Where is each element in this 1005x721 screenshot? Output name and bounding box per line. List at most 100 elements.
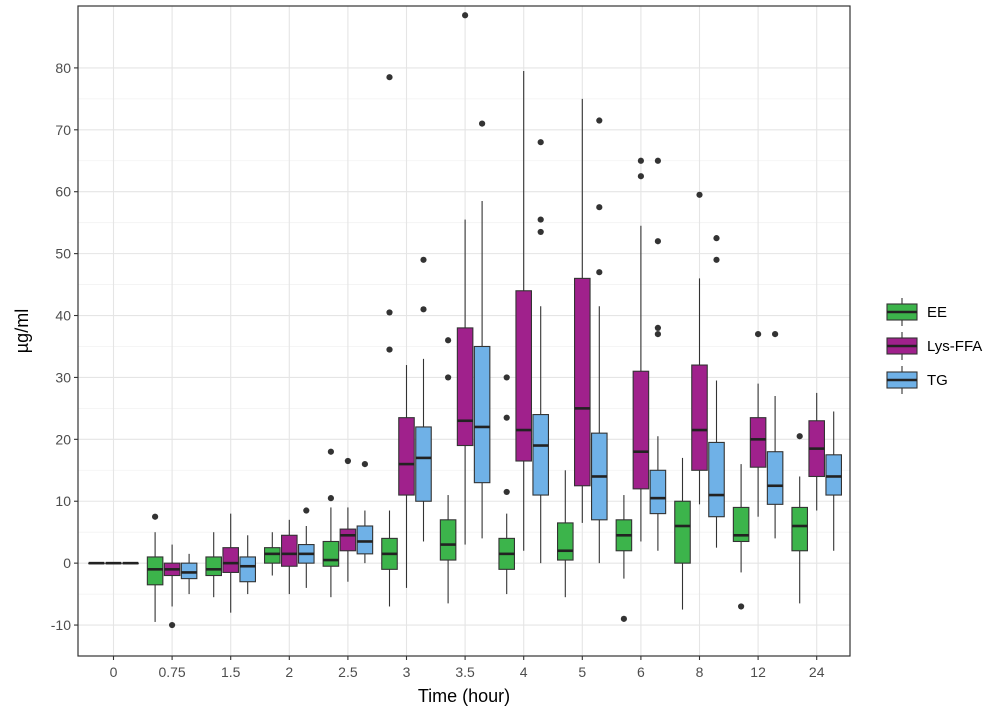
box: [649, 469, 667, 515]
outlier-point: [386, 74, 393, 81]
box: [205, 556, 222, 577]
box: [456, 327, 474, 447]
y-tick-label: 10: [55, 493, 71, 509]
outlier-point: [713, 256, 720, 263]
y-tick-label: 20: [55, 431, 71, 447]
outlier-point: [462, 12, 469, 19]
x-tick-label: 8: [696, 664, 704, 680]
box: [674, 500, 691, 564]
outlier-point: [755, 330, 762, 338]
box: [825, 454, 843, 496]
legend: EE Lys-FFA TG: [886, 298, 982, 394]
outlier-point: [738, 603, 745, 610]
y-tick-label: 80: [55, 60, 71, 76]
outlier-point: [654, 238, 662, 245]
plot-layer: [88, 12, 843, 629]
box: [632, 370, 650, 490]
x-axis-title: Time (hour): [418, 686, 510, 706]
outlier-point: [654, 324, 662, 332]
box: [222, 547, 239, 573]
series-tg: [122, 117, 843, 595]
box: [263, 547, 281, 564]
legend-item: Lys-FFA: [886, 332, 982, 360]
outlier-point: [344, 457, 351, 465]
outlier-point: [420, 306, 427, 313]
y-tick-label: 50: [55, 246, 71, 262]
box: [398, 417, 415, 496]
legend-label: Lys-FFA: [927, 338, 982, 355]
outlier-point: [637, 157, 645, 164]
box: [749, 417, 767, 468]
y-tick-label: 0: [63, 555, 71, 571]
legend-item: TG: [886, 366, 948, 394]
x-tick-label: 0.75: [158, 664, 185, 680]
box: [708, 441, 725, 518]
box: [415, 426, 432, 502]
outlier-point: [620, 615, 628, 622]
y-tick-label: -10: [51, 617, 71, 633]
outlier-point: [796, 433, 803, 440]
y-tick-label: 40: [55, 308, 71, 324]
box: [280, 534, 298, 567]
y-axis-title: µg/ml: [12, 309, 32, 353]
x-tick-label: 0: [110, 664, 118, 680]
outlier-point: [327, 495, 334, 502]
outlier-point: [445, 374, 452, 381]
outlier-point: [479, 120, 486, 127]
box: [146, 556, 164, 586]
outlier-point: [327, 448, 334, 455]
outlier-point: [772, 330, 779, 338]
outlier-point: [169, 621, 176, 629]
outlier-point: [596, 204, 603, 211]
outlier-point: [420, 256, 427, 263]
outlier-point: [503, 374, 510, 381]
outlier-point: [503, 488, 510, 496]
outlier-point: [303, 507, 310, 514]
outlier-point: [445, 337, 452, 344]
box: [791, 506, 809, 552]
series-lys-ffa: [105, 12, 826, 629]
outlier-point: [713, 235, 720, 242]
box: [515, 290, 533, 462]
legend-item: EE: [886, 298, 947, 326]
y-tick-label: 70: [55, 122, 71, 138]
y-tick-label: 30: [55, 369, 71, 385]
y-tick-label: 60: [55, 184, 71, 200]
legend-label: TG: [927, 372, 948, 389]
outlier-point: [503, 414, 510, 421]
panel-border: [77, 5, 851, 657]
outlier-point: [386, 309, 393, 316]
outlier-point: [654, 330, 662, 338]
axis-layer: -10 0 10 20 30 40 50 60 70 80 0 0.75 1.5 2 2.5 3 3.5 4 5 6 8…: [51, 60, 825, 680]
box: [732, 506, 750, 543]
x-tick-label: 5: [578, 664, 586, 680]
outlier-point: [596, 269, 603, 276]
x-tick-label: 4: [520, 664, 528, 680]
box: [239, 556, 256, 583]
box: [356, 525, 374, 555]
x-tick-label: 6: [637, 664, 645, 680]
x-tick-label: 24: [809, 664, 825, 680]
box: [532, 414, 550, 496]
box: [339, 528, 357, 552]
series-ee: [88, 74, 809, 622]
x-tick-label: 2: [285, 664, 293, 680]
x-tick-label: 3: [403, 664, 411, 680]
outlier-point: [537, 228, 544, 236]
outlier-point: [537, 216, 544, 223]
box: [180, 562, 198, 580]
outlier-point: [152, 513, 159, 520]
outlier-point: [654, 157, 662, 164]
outlier-point: [696, 191, 703, 198]
outlier-point: [596, 117, 603, 124]
box: [766, 451, 784, 505]
x-tick-label: 3.5: [455, 664, 475, 680]
box: [691, 364, 708, 471]
box: [322, 540, 340, 567]
box: [556, 522, 574, 561]
outlier-point: [386, 346, 393, 353]
legend-label: EE: [927, 304, 947, 321]
box: [573, 277, 591, 487]
